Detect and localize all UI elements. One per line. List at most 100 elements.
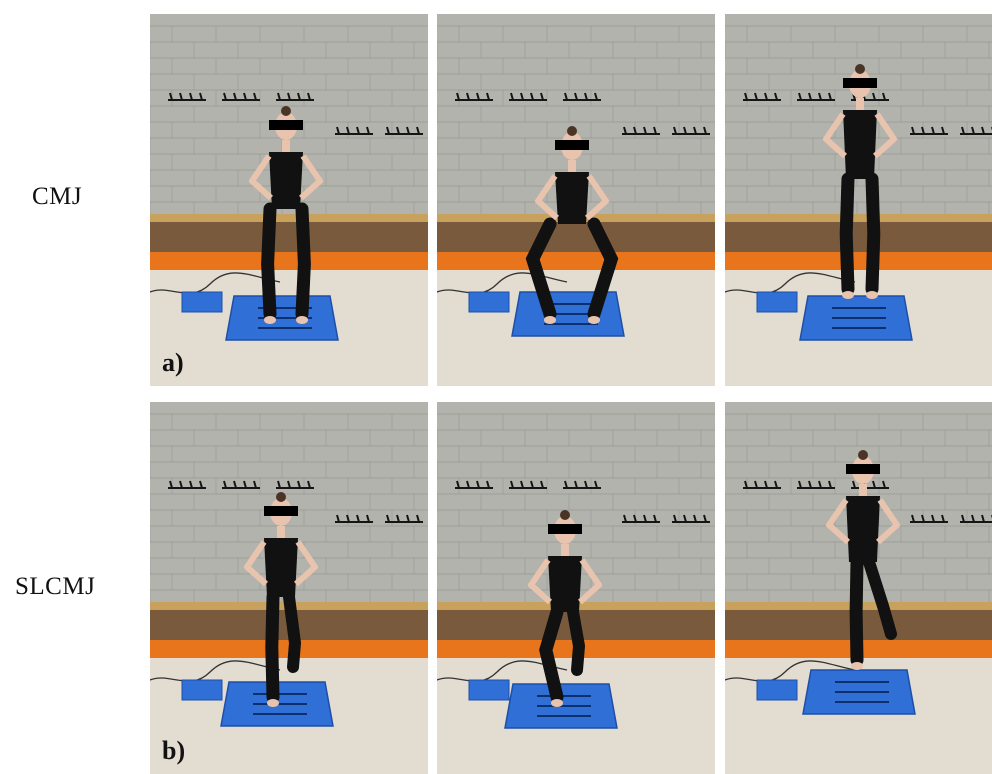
left-arm: [249, 154, 274, 201]
hook: [872, 92, 876, 101]
hook: [693, 514, 697, 523]
foot: [296, 316, 308, 324]
hook: [981, 514, 985, 523]
hook: [277, 92, 281, 101]
neck: [856, 98, 864, 110]
torso: [548, 556, 582, 612]
torso: [843, 110, 877, 179]
neck: [561, 544, 569, 556]
hook: [961, 126, 965, 135]
hair-bun: [858, 450, 868, 460]
cable: [150, 660, 281, 682]
hair-bun: [281, 106, 291, 116]
hook: [307, 480, 311, 489]
hook: [564, 92, 568, 101]
photo-slcmj-squat: [437, 402, 715, 774]
hook: [931, 126, 935, 135]
photo-cmj-squat: [437, 14, 715, 386]
foot: [267, 699, 279, 707]
hook: [476, 480, 480, 489]
photo-cmj-toes: [725, 14, 992, 386]
orange-strip: [437, 252, 715, 270]
hook: [798, 92, 802, 101]
right-arm: [577, 558, 602, 605]
hook: [179, 92, 183, 101]
face-censor-bar: [846, 464, 880, 474]
torso: [555, 172, 589, 224]
bench-body: [437, 222, 715, 252]
hook: [233, 480, 237, 489]
hook: [346, 514, 350, 523]
hook: [486, 92, 490, 101]
photo-slcmj-standing: b): [150, 402, 428, 774]
hook: [416, 126, 420, 135]
neck: [282, 140, 290, 152]
hook: [476, 92, 480, 101]
right-arm: [298, 154, 323, 201]
hook: [643, 514, 647, 523]
leg: [865, 172, 881, 296]
hook: [653, 514, 657, 523]
hook: [584, 480, 588, 489]
hook: [456, 92, 460, 101]
hook: [243, 92, 247, 101]
leg: [261, 202, 277, 321]
hook: [808, 92, 812, 101]
hook: [366, 514, 370, 523]
foot: [851, 662, 863, 670]
hook: [683, 514, 687, 523]
hook: [253, 92, 257, 101]
hook: [774, 480, 778, 489]
hook: [199, 92, 203, 101]
hook: [683, 126, 687, 135]
raised-leg: [567, 606, 586, 676]
hook: [169, 480, 173, 489]
panel-letter-a: a): [162, 348, 184, 377]
face-censor-bar: [264, 506, 298, 516]
torso: [264, 538, 298, 597]
hook: [941, 126, 945, 135]
hook: [287, 480, 291, 489]
amplifier-box: [181, 679, 223, 701]
amplifier-box: [756, 679, 798, 701]
hook: [882, 480, 886, 489]
hook: [911, 126, 915, 135]
hook: [921, 514, 925, 523]
foot: [588, 316, 600, 324]
cable: [150, 272, 281, 294]
hook: [346, 126, 350, 135]
hook: [971, 514, 975, 523]
hook: [703, 514, 707, 523]
hook: [416, 514, 420, 523]
hook: [921, 126, 925, 135]
hook: [199, 480, 203, 489]
face-censor-bar: [843, 78, 877, 88]
row-label-slcmj: SLCMJ: [15, 573, 96, 600]
hook: [540, 480, 544, 489]
hair-bun: [567, 126, 577, 136]
hook: [828, 92, 832, 101]
panel-letter-b: b): [162, 736, 186, 765]
hook: [584, 92, 588, 101]
neck: [859, 484, 867, 496]
bench-top: [150, 214, 428, 222]
hook: [941, 514, 945, 523]
row-label-cmj: CMJ: [32, 183, 83, 210]
left-arm: [528, 558, 553, 605]
right-arm: [584, 174, 609, 221]
hook: [406, 126, 410, 135]
bench-top: [725, 214, 992, 222]
hook: [406, 514, 410, 523]
foot: [866, 291, 878, 299]
hook: [653, 126, 657, 135]
hook: [882, 92, 886, 101]
amplifier-box: [468, 679, 510, 701]
photo-slcmj-jump: [725, 402, 992, 774]
leg: [265, 590, 280, 704]
torso: [846, 496, 880, 562]
hook: [356, 514, 360, 523]
hook: [623, 126, 627, 135]
hook: [623, 514, 627, 523]
hook: [297, 480, 301, 489]
foot: [264, 316, 276, 324]
